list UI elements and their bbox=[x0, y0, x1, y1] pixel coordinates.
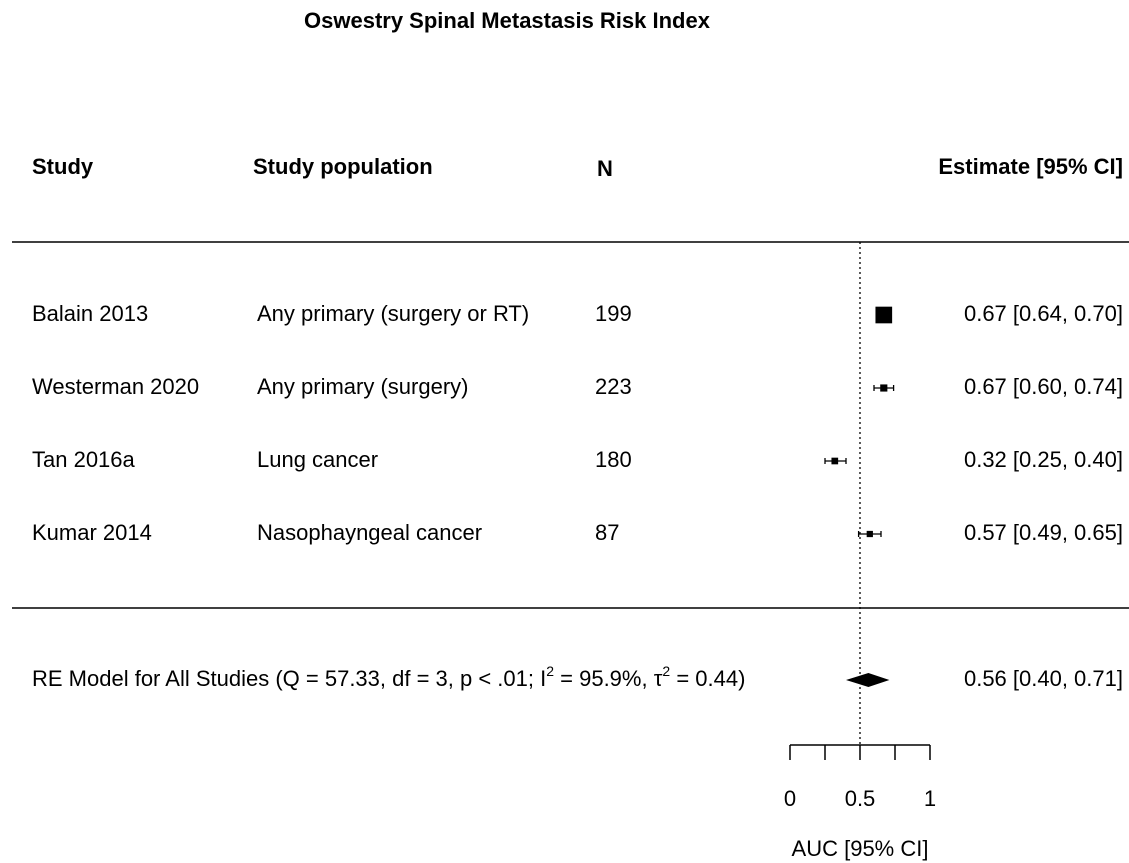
column-header: Study population bbox=[253, 154, 433, 179]
chart-title: Oswestry Spinal Metastasis Risk Index bbox=[304, 8, 711, 33]
summary-label-part: = 95.9%, τ bbox=[554, 666, 663, 691]
x-tick-label: 0 bbox=[784, 786, 796, 811]
x-tick-label: 0.5 bbox=[845, 786, 876, 811]
column-header: N bbox=[597, 156, 613, 181]
column-header: Estimate [95% CI] bbox=[938, 154, 1123, 179]
study-name: Westerman 2020 bbox=[32, 374, 199, 399]
study-population: Lung cancer bbox=[257, 447, 378, 472]
sample-size: 199 bbox=[595, 301, 632, 326]
summary-label-part: 2 bbox=[662, 663, 670, 679]
estimate-label: 0.67 [0.60, 0.74] bbox=[964, 374, 1123, 399]
sample-size: 223 bbox=[595, 374, 632, 399]
study-population: Any primary (surgery) bbox=[257, 374, 468, 399]
estimate-square bbox=[875, 306, 893, 324]
study-name: Tan 2016a bbox=[32, 447, 136, 472]
study-population: Nasophayngeal cancer bbox=[257, 520, 482, 545]
summary-diamond bbox=[846, 673, 890, 687]
study-name: Balain 2013 bbox=[32, 301, 148, 326]
estimate-label: 0.57 [0.49, 0.65] bbox=[964, 520, 1123, 545]
x-tick-label: 1 bbox=[924, 786, 936, 811]
sample-size: 180 bbox=[595, 447, 632, 472]
summary-label: RE Model for All Studies (Q = 57.33, df … bbox=[32, 663, 745, 691]
estimate-label: 0.67 [0.64, 0.70] bbox=[964, 301, 1123, 326]
x-axis-title: AUC [95% CI] bbox=[792, 836, 929, 861]
estimate-square bbox=[880, 384, 888, 392]
estimate-square bbox=[866, 530, 873, 538]
summary-label-part: = 0.44) bbox=[670, 666, 745, 691]
summary-estimate-label: 0.56 [0.40, 0.71] bbox=[964, 666, 1123, 691]
estimate-square bbox=[831, 457, 839, 465]
summary-label-part: RE Model for All Studies (Q = 57.33, df … bbox=[32, 666, 546, 691]
column-header: Study bbox=[32, 154, 94, 179]
study-name: Kumar 2014 bbox=[32, 520, 152, 545]
summary-label-part: 2 bbox=[546, 663, 554, 679]
sample-size: 87 bbox=[595, 520, 619, 545]
study-population: Any primary (surgery or RT) bbox=[257, 301, 529, 326]
estimate-label: 0.32 [0.25, 0.40] bbox=[964, 447, 1123, 472]
